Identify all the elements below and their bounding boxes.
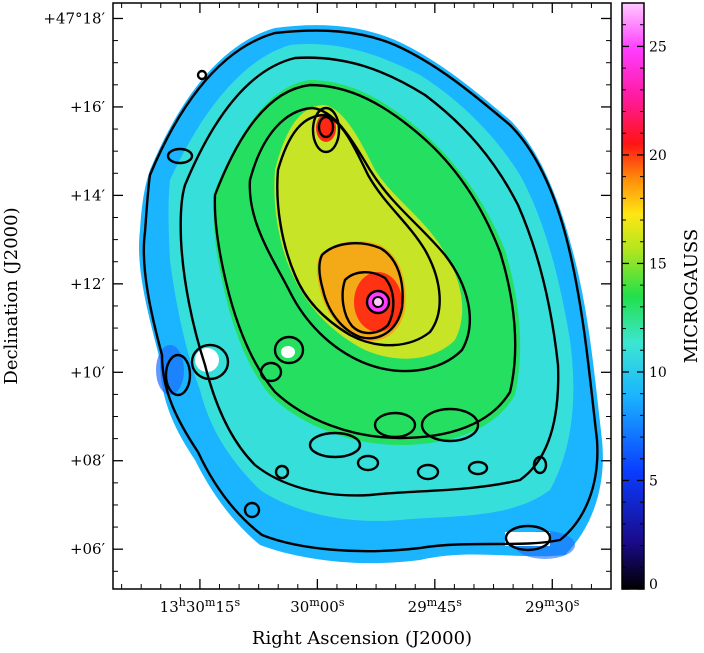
core-peak-ring-inner (372, 296, 384, 308)
contour-line (532, 455, 548, 475)
contour-line (504, 524, 552, 552)
contour-line (467, 460, 489, 476)
disk-yellow-field (274, 105, 463, 359)
contour-line (274, 464, 290, 480)
colorbar-title: MICROGAUSS (681, 229, 702, 364)
contour-set (142, 29, 599, 553)
colorbar-tick-label: 25 (649, 39, 667, 55)
contour-line (273, 335, 305, 365)
contour-line (308, 431, 362, 459)
contour-line (420, 407, 480, 443)
x-tick-label: 29m​30s​ (525, 596, 580, 616)
y-axis-ticks: +47°18′ +16′ +14′ +12′ +10′ +08′ +06′ (43, 9, 611, 572)
colorbar-ticks: 0 5 10 15 20 25 (622, 24, 667, 593)
colorbar (621, 2, 645, 590)
colorbar-tick-label: 0 (649, 577, 658, 593)
plot-frame (112, 2, 612, 590)
contour-line (164, 353, 192, 397)
y-tick-label: +08′ (70, 452, 106, 470)
colorbar-tick-label: 10 (649, 365, 667, 381)
x-tick-label: 30m​00s​ (290, 596, 345, 616)
contour-line (190, 343, 230, 381)
contour-line (259, 361, 283, 383)
x-axis-title: Right Ascension (J2000) (252, 628, 472, 649)
y-axis-title: Declination (J2000) (1, 207, 22, 384)
y-tick-label: +06′ (70, 540, 106, 558)
contour-line (341, 271, 395, 335)
heatmap-image (139, 25, 603, 564)
y-tick-label: +16′ (70, 98, 106, 116)
contour-line (179, 56, 560, 497)
x-axis-ticks: 13h​30m​15s​ 30m​00s​ 29m​45s​ 29m​30s​ (121, 3, 592, 616)
contour-line (142, 29, 599, 553)
contour-line (276, 113, 441, 347)
contour-line (213, 83, 517, 440)
contour-line (416, 463, 440, 481)
x-tick-label: 29m​45s​ (408, 596, 463, 616)
colorbar-tick-label: 15 (649, 256, 667, 272)
colorbar-tick-label: 20 (649, 148, 667, 164)
y-tick-label: +14′ (70, 186, 106, 204)
y-tick-label: +12′ (70, 275, 106, 293)
y-tick-label: +47°18′ (43, 9, 105, 27)
contour-line (196, 69, 208, 81)
x-tick-label: 13h​30m​15s​ (160, 596, 241, 616)
blanked-region-mid (281, 346, 295, 358)
colorbar-tick-label: 5 (649, 473, 658, 489)
contour-line (166, 147, 194, 165)
contour-line (243, 501, 261, 519)
contour-line (318, 242, 404, 340)
contour-line (311, 106, 341, 154)
contour-line (356, 454, 380, 472)
contour-line (373, 411, 417, 439)
y-tick-label: +10′ (70, 363, 106, 381)
contour-line (317, 115, 335, 139)
